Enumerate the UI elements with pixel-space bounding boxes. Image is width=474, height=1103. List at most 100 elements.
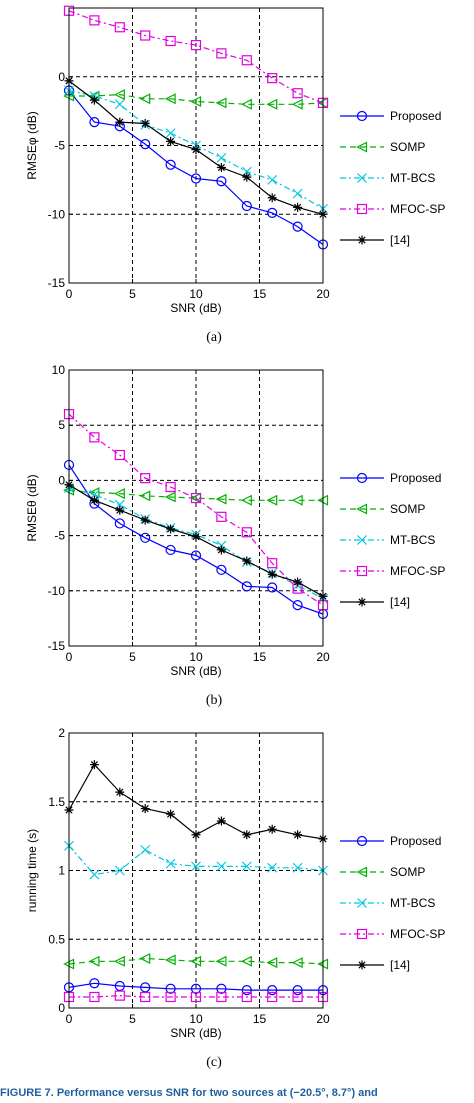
series-line xyxy=(68,957,324,965)
marker-circle xyxy=(114,518,125,529)
series-MT-BCS xyxy=(64,840,328,880)
marker-x xyxy=(241,861,252,872)
marker-triangle-left xyxy=(266,957,278,969)
y-tick-label: 2 xyxy=(58,726,65,740)
legend-label: Proposed xyxy=(390,834,441,848)
marker-star xyxy=(89,95,99,105)
legend-item: MFOC-SP xyxy=(340,927,445,941)
marker-square xyxy=(292,88,303,99)
marker-triangle-left xyxy=(113,955,125,967)
marker-triangle-left xyxy=(240,955,252,967)
legend-label: [14] xyxy=(390,233,410,247)
marker-triangle-left xyxy=(215,97,227,109)
y-tick-label: 0 xyxy=(58,473,65,487)
y-tick-label: -15 xyxy=(48,639,66,653)
marker-square xyxy=(140,30,151,41)
legend-item: Proposed xyxy=(340,471,441,485)
marker-star xyxy=(242,556,252,566)
y-tick-label: -15 xyxy=(48,276,66,290)
marker-triangle-left xyxy=(291,98,303,110)
marker-circle xyxy=(165,983,176,994)
legend-label: SOMP xyxy=(390,502,425,516)
y-tick-label: 0 xyxy=(58,1001,65,1015)
series-Proposed xyxy=(63,85,329,250)
panel-label: (a) xyxy=(206,330,222,345)
x-tick-label: 5 xyxy=(129,650,136,664)
x-tick-label: 0 xyxy=(66,287,73,301)
marker-triangle-left xyxy=(215,493,227,505)
marker-star xyxy=(242,830,252,840)
marker-square xyxy=(140,991,151,1003)
marker-x xyxy=(292,862,303,873)
marker-circle xyxy=(356,835,368,847)
marker-star xyxy=(293,202,303,212)
legend-label: MT-BCS xyxy=(390,896,435,910)
legend: Proposed SOMP MT-BCS MFOC-SP [14] xyxy=(340,471,445,609)
marker-star xyxy=(166,524,176,534)
marker-star xyxy=(267,569,277,579)
marker-square xyxy=(356,203,368,215)
marker-circle xyxy=(89,117,100,128)
marker-square xyxy=(216,511,227,522)
marker-square xyxy=(356,928,368,940)
marker-square xyxy=(89,432,100,443)
chart-panel-3: 0 5 10 15 20 0 0.5 1 1.5 2 SNR (dB) running time (s… xyxy=(25,726,445,1070)
legend-label: [14] xyxy=(390,958,410,972)
marker-x xyxy=(165,858,176,869)
marker-triangle-left xyxy=(139,93,151,105)
y-tick-label: 1 xyxy=(58,864,65,878)
marker-x xyxy=(140,844,151,855)
legend-item: MFOC-SP xyxy=(340,202,445,216)
marker-star xyxy=(216,545,226,555)
marker-circle xyxy=(216,983,227,994)
marker-circle xyxy=(267,985,278,996)
x-axis-label: SNR (dB) xyxy=(170,1026,221,1040)
marker-square xyxy=(267,991,278,1003)
x-tick-label: 10 xyxy=(189,650,203,664)
marker-triangle-left xyxy=(164,954,176,966)
marker-square xyxy=(114,449,125,461)
x-tick-label: 20 xyxy=(316,1012,330,1026)
legend-label: Proposed xyxy=(390,471,441,485)
marker-circle xyxy=(140,982,151,993)
marker-x xyxy=(357,898,367,908)
marker-square xyxy=(190,492,202,504)
marker-star xyxy=(357,597,367,607)
series-MFOC-SP xyxy=(63,5,329,108)
x-tick-label: 15 xyxy=(253,1012,267,1026)
marker-square xyxy=(114,22,125,33)
marker-square xyxy=(165,991,176,1003)
marker-star xyxy=(267,824,277,834)
marker-x xyxy=(357,535,367,545)
marker-x xyxy=(216,152,227,163)
x-tick-label: 20 xyxy=(316,650,330,664)
marker-circle xyxy=(267,207,278,218)
marker-triangle-left xyxy=(164,93,176,105)
x-tick-label: 15 xyxy=(253,650,267,664)
marker-circle xyxy=(140,139,151,150)
marker-square xyxy=(165,35,176,47)
legend-item: MT-BCS xyxy=(340,533,435,547)
y-axis-label: running time (s) xyxy=(25,829,39,912)
marker-triangle-left xyxy=(190,955,202,967)
legend-label: MT-BCS xyxy=(390,533,435,547)
marker-x xyxy=(292,188,303,199)
marker-square xyxy=(190,991,202,1003)
figure-caption: FIGURE 7. Performance versus SNR for two… xyxy=(0,1087,378,1099)
marker-star xyxy=(89,760,99,770)
marker-star xyxy=(191,830,201,840)
panel-label: (c) xyxy=(206,1055,222,1070)
legend-label: SOMP xyxy=(390,865,425,879)
y-axis-label: RMSEθ (dB) xyxy=(25,474,39,541)
marker-square xyxy=(267,558,278,569)
y-tick-label: 5 xyxy=(58,418,65,432)
legend-label: SOMP xyxy=(390,140,425,154)
x-tick-label: 5 xyxy=(129,1012,136,1026)
y-tick-label: 0 xyxy=(58,70,65,84)
marker-star xyxy=(89,495,99,505)
marker-x xyxy=(114,99,125,110)
marker-x xyxy=(267,174,278,185)
marker-triangle-left xyxy=(88,955,100,967)
marker-circle xyxy=(190,550,202,561)
marker-square xyxy=(267,73,278,84)
